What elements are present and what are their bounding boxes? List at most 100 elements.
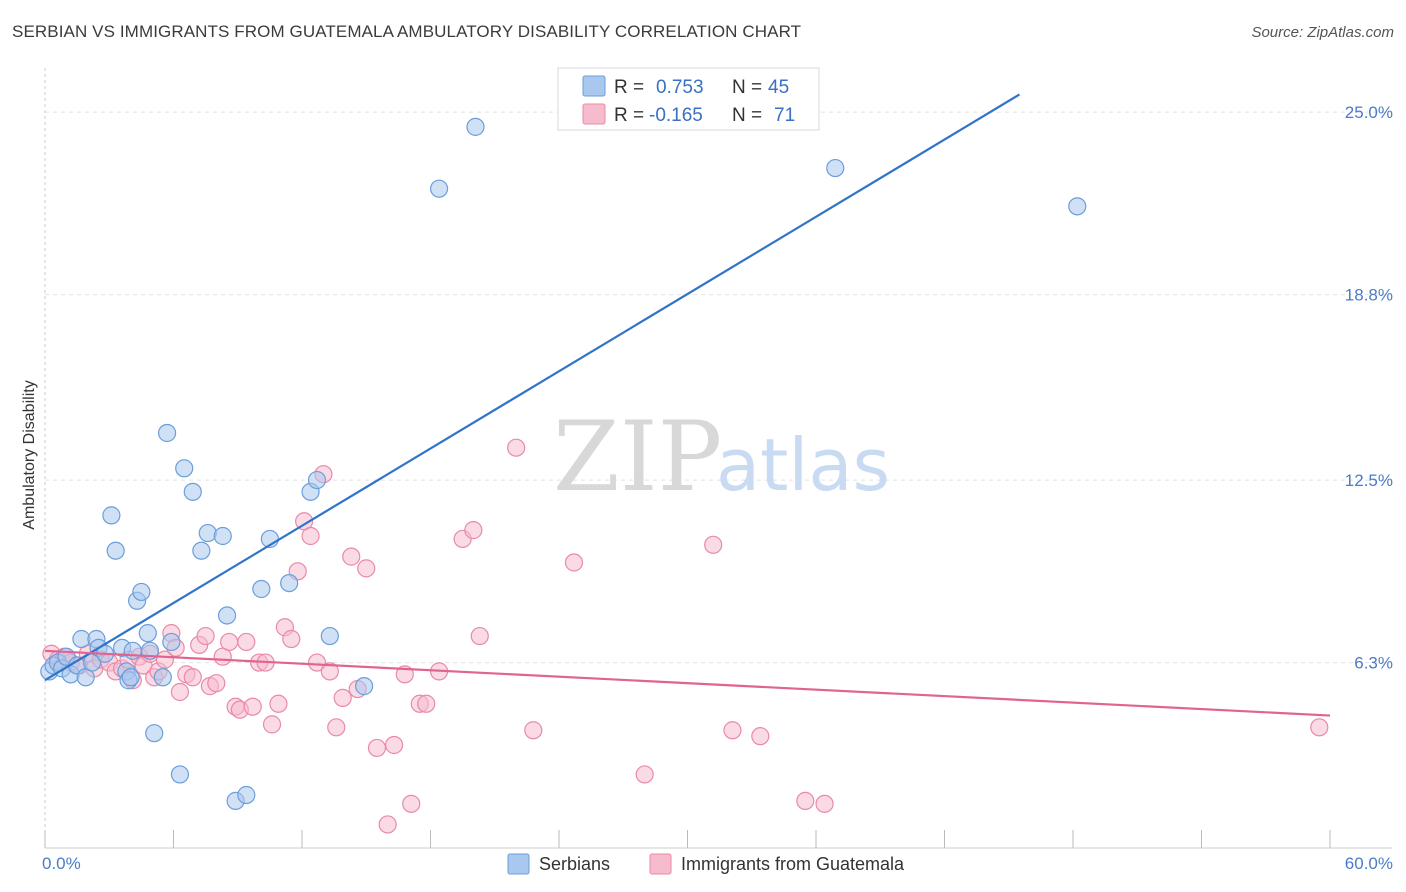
legend-swatch-guatemala xyxy=(582,103,606,125)
guatemala-point xyxy=(402,794,421,813)
guatemala-point xyxy=(183,668,202,687)
guatemala-point xyxy=(815,794,834,813)
watermark-atlas: atlas xyxy=(716,423,890,507)
y-tick-label: 25.0% xyxy=(1345,103,1393,122)
serbians-point xyxy=(162,632,181,652)
guatemala-point xyxy=(155,650,175,669)
guatemala-point xyxy=(196,626,215,646)
guatemala-point xyxy=(470,626,489,646)
legend-swatch-serbians xyxy=(582,75,606,97)
guatemala-point xyxy=(357,559,376,578)
bottom-legend-label-serbians: Serbians xyxy=(539,854,610,874)
serbians-point xyxy=(183,482,202,501)
x-tick-label: 60.0% xyxy=(1345,854,1393,873)
serbians-point xyxy=(213,526,232,546)
top-legend: R = 0.753 N = 45 R = -0.165 N = 71 xyxy=(557,67,820,131)
serbians-point xyxy=(237,785,256,805)
guatemala-point xyxy=(333,688,352,707)
guatemala-point xyxy=(464,521,483,540)
serbians-point xyxy=(355,677,374,696)
guatemala-point xyxy=(723,721,742,740)
serbians-point xyxy=(175,459,194,478)
serbians-point xyxy=(123,641,142,660)
serbians-point xyxy=(102,506,121,525)
legend-r-value-guatemala: -0.165 xyxy=(649,105,703,126)
legend-n-value-guatemala: 71 xyxy=(774,105,795,126)
serbians-point xyxy=(153,668,172,687)
guatemala-point xyxy=(342,547,361,566)
serbians-point xyxy=(138,624,157,643)
guatemala-point xyxy=(564,553,584,572)
legend-n-label-guatemala: N = xyxy=(732,105,762,126)
serbians-point xyxy=(192,541,211,560)
guatemala-point xyxy=(282,629,301,649)
series-serbians-points xyxy=(40,117,1087,811)
legend-r-label-serbians: R = xyxy=(614,77,644,98)
y-tick-label: 18.8% xyxy=(1345,286,1393,305)
bottom-legend-label-guatemala: Immigrants from Guatemala xyxy=(681,854,905,874)
bottom-legend-swatch-serbians xyxy=(507,853,530,875)
series-guatemala-points xyxy=(42,438,1329,834)
serbians-point xyxy=(132,582,151,602)
guatemala-point xyxy=(635,765,654,784)
guatemala-point xyxy=(301,526,320,546)
trendline-serbians xyxy=(44,93,1021,682)
serbians-point xyxy=(320,626,339,646)
serbians-point xyxy=(121,668,140,687)
trendlines xyxy=(44,93,1331,717)
guatemala-point xyxy=(417,694,436,713)
guatemala-point xyxy=(1310,718,1329,737)
guatemala-point xyxy=(327,718,346,737)
guatemala-point xyxy=(704,535,723,554)
serbians-point xyxy=(217,606,237,625)
trendline-guatemala xyxy=(44,649,1331,717)
guatemala-point xyxy=(220,632,239,652)
serbians-point xyxy=(106,541,125,560)
bottom-legend: Serbians Immigrants from Guatemala xyxy=(507,853,905,875)
serbians-point xyxy=(466,117,485,136)
guatemala-point xyxy=(307,653,327,672)
guatemala-point xyxy=(367,738,387,758)
serbians-point xyxy=(1068,197,1087,216)
source-label: Source: ZipAtlas.com xyxy=(1251,24,1394,41)
serbians-point xyxy=(429,179,449,198)
axes xyxy=(44,68,1392,849)
serbians-point xyxy=(252,579,271,599)
chart-title: SERBIAN VS IMMIGRANTS FROM GUATEMALA AMB… xyxy=(12,22,802,41)
serbians-point xyxy=(198,523,217,543)
guatemala-point xyxy=(524,721,543,740)
guatemala-point xyxy=(243,697,262,716)
guatemala-point xyxy=(796,791,815,811)
legend-r-label-guatemala: R = xyxy=(614,105,644,126)
serbians-point xyxy=(280,573,299,593)
legend-r-value-serbians: 0.753 xyxy=(656,77,704,98)
guatemala-point xyxy=(262,715,282,734)
serbians-point xyxy=(145,724,164,743)
x-tick-labels: 0.0% 60.0% xyxy=(42,854,1393,873)
serbians-point xyxy=(307,470,327,490)
guatemala-point xyxy=(320,662,339,681)
guatemala-point xyxy=(170,682,190,702)
x-tick-label: 0.0% xyxy=(42,854,81,873)
guatemala-point xyxy=(207,674,226,693)
watermark-zip: ZIP xyxy=(553,401,722,513)
legend-n-value-serbians: 45 xyxy=(768,77,789,98)
guatemala-point xyxy=(384,735,404,755)
guatemala-point xyxy=(237,632,256,652)
serbians-point xyxy=(157,423,177,443)
y-tick-label: 12.5% xyxy=(1345,471,1393,490)
watermark: ZIP atlas xyxy=(553,401,890,513)
y-axis-label: Ambulatory Disability xyxy=(21,380,38,529)
guatemala-point xyxy=(269,694,288,713)
serbians-point xyxy=(826,158,845,178)
guatemala-point xyxy=(751,727,770,746)
bottom-legend-swatch-guatemala xyxy=(649,853,672,875)
y-tick-labels: 6.3% 12.5% 18.8% 25.0% xyxy=(1345,103,1393,672)
gridlines xyxy=(45,111,1392,664)
guatemala-point xyxy=(378,815,397,834)
guatemala-point xyxy=(507,438,526,457)
y-tick-label: 6.3% xyxy=(1354,654,1393,673)
serbians-point xyxy=(170,765,190,784)
legend-n-label-serbians: N = xyxy=(732,77,762,98)
